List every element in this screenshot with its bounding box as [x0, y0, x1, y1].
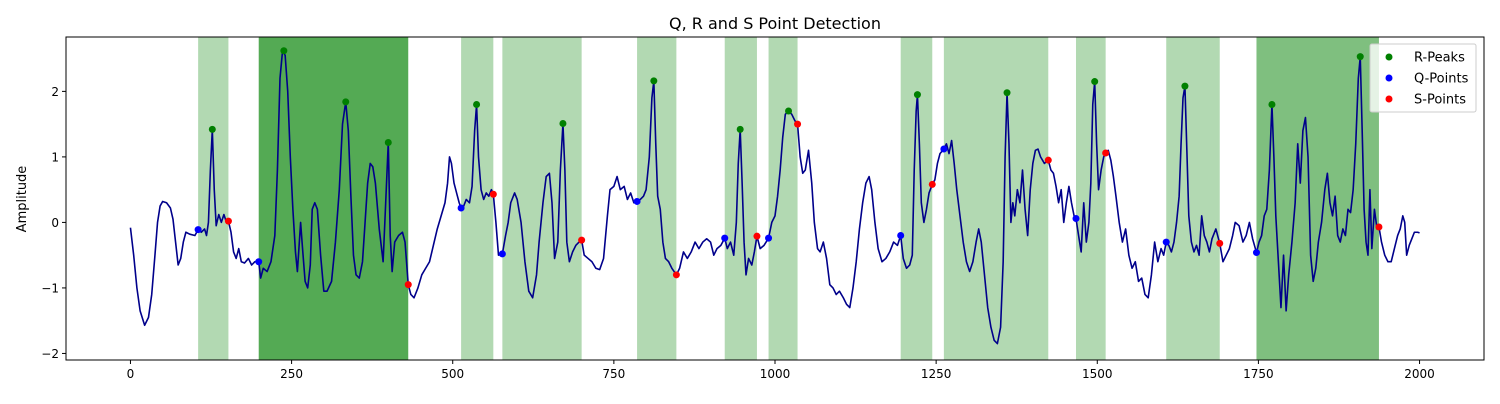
r-peak-marker	[208, 125, 216, 133]
chart-title: Q, R and S Point Detection	[669, 14, 881, 33]
x-tick-label: 2000	[1404, 367, 1435, 381]
r-peak-marker	[559, 119, 567, 127]
highlight-bands	[198, 37, 1379, 360]
s-point-marker	[928, 180, 936, 188]
x-tick-label: 1500	[1082, 367, 1113, 381]
x-tick-label: 1250	[921, 367, 952, 381]
q-point-marker	[721, 234, 729, 242]
y-tick-label: 2	[51, 85, 59, 99]
x-axis-ticks: 0 250 500 750 1000 1250 1500 1750 2000	[127, 360, 1435, 381]
r-peak-marker	[384, 138, 392, 146]
legend: R-Peaks Q-Points S-Points	[1369, 43, 1477, 113]
legend-label-q-points: Q-Points	[1414, 72, 1469, 87]
highlight-band	[258, 37, 409, 360]
q-point-marker	[255, 258, 263, 266]
q-point-marker	[633, 197, 641, 205]
highlight-band	[768, 37, 798, 360]
legend-marker-q-points	[1385, 74, 1393, 82]
r-peak-marker	[1356, 53, 1364, 61]
s-point-marker	[753, 232, 761, 240]
r-peak-marker	[736, 125, 744, 133]
x-tick-label: 0	[127, 367, 135, 381]
legend-box	[1369, 43, 1477, 113]
highlight-band	[198, 37, 229, 360]
legend-label-r-peaks: R-Peaks	[1414, 51, 1465, 66]
q-point-marker	[194, 226, 202, 234]
y-tick-label: 0	[51, 216, 59, 230]
highlight-band	[637, 37, 677, 360]
x-tick-label: 1750	[1243, 367, 1274, 381]
x-tick-label: 1000	[760, 367, 791, 381]
legend-marker-s-points	[1385, 95, 1393, 103]
detected-points	[194, 47, 1383, 289]
highlight-band	[461, 37, 494, 360]
y-tick-label: 1	[51, 150, 59, 164]
y-tick-label: −2	[41, 347, 59, 361]
y-tick-label: −1	[41, 281, 59, 295]
legend-label-s-points: S-Points	[1414, 93, 1466, 108]
s-point-marker	[672, 271, 680, 279]
s-point-marker	[794, 120, 802, 128]
r-peak-marker	[342, 98, 350, 106]
q-point-marker	[897, 232, 905, 240]
s-point-marker	[1102, 149, 1110, 157]
q-point-marker	[940, 145, 948, 153]
s-point-marker	[1216, 239, 1224, 247]
highlight-band	[502, 37, 582, 360]
s-point-marker	[1044, 156, 1052, 164]
r-peak-marker	[280, 47, 288, 55]
q-point-marker	[1162, 238, 1170, 246]
r-peak-marker	[913, 91, 921, 99]
x-tick-label: 500	[441, 367, 464, 381]
s-point-marker	[224, 217, 232, 225]
ecg-signal-line	[129, 49, 1420, 345]
x-tick-label: 250	[280, 367, 303, 381]
r-peak-marker	[1268, 100, 1276, 108]
y-axis-ticks: −2 −1 0 1 2	[41, 85, 66, 361]
r-peak-marker	[650, 77, 658, 85]
s-point-marker	[404, 281, 412, 289]
q-point-marker	[498, 250, 506, 258]
highlight-band	[900, 37, 933, 360]
q-point-marker	[1072, 214, 1080, 222]
legend-marker-r-peaks	[1385, 53, 1393, 61]
y-axis-label: Amplitude	[15, 166, 30, 233]
s-point-marker	[489, 190, 497, 198]
q-point-marker	[457, 204, 465, 212]
r-peak-marker	[1181, 82, 1189, 90]
r-peak-marker	[1091, 78, 1099, 86]
highlight-band	[943, 37, 1049, 360]
r-peak-marker	[785, 107, 793, 115]
highlight-band	[1166, 37, 1220, 360]
x-tick-label: 750	[602, 367, 625, 381]
q-point-marker	[765, 234, 773, 242]
s-point-marker	[578, 236, 586, 244]
r-peak-marker	[473, 100, 481, 108]
r-peak-marker	[1003, 89, 1011, 97]
q-point-marker	[1252, 249, 1260, 257]
s-point-marker	[1375, 223, 1383, 231]
highlight-band	[724, 37, 757, 360]
